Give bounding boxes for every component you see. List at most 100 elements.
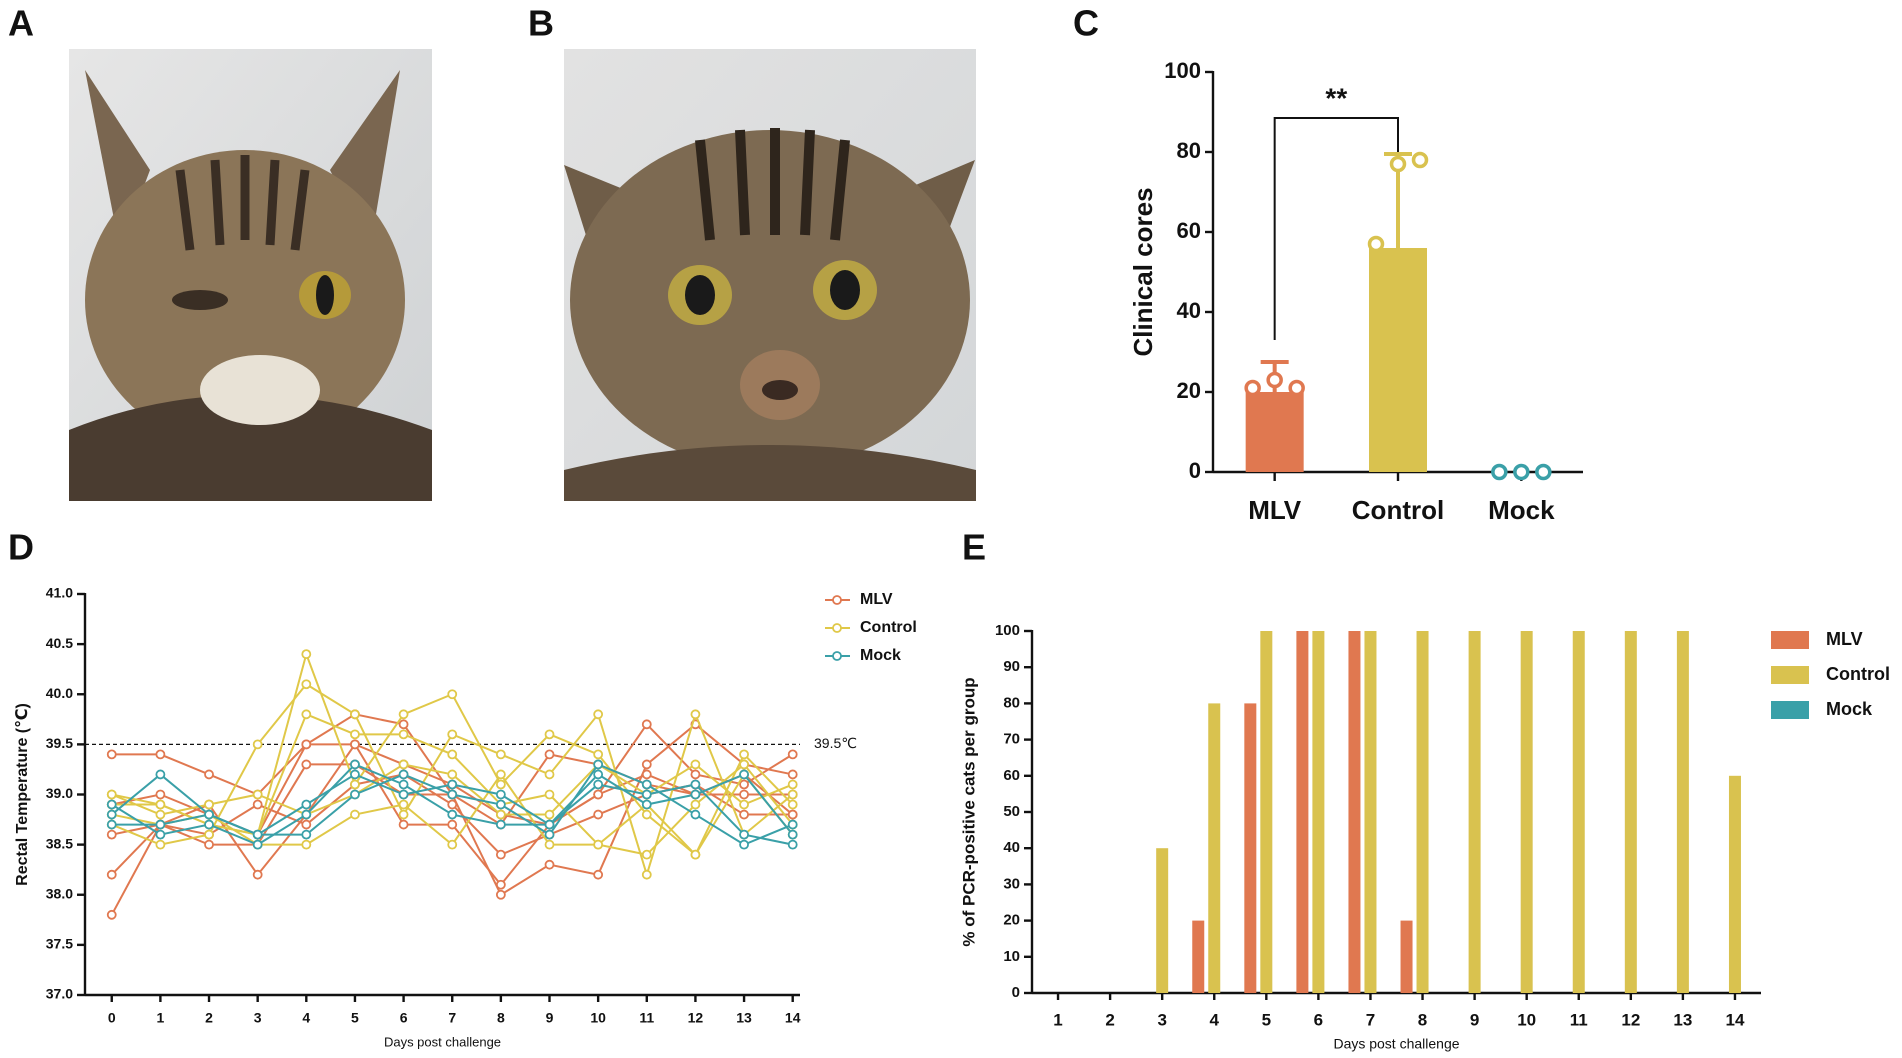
line-point [204, 839, 214, 850]
line-point [641, 869, 652, 880]
legend-label: Control [1826, 664, 1890, 684]
y-axis-label: Rectal Temperature (℃) [14, 703, 31, 886]
line-point [593, 789, 604, 800]
line-point [106, 789, 117, 800]
line-point [301, 839, 312, 850]
y-tick-label: 80 [1003, 694, 1020, 711]
line-point [155, 749, 166, 760]
line-point [593, 769, 604, 780]
line-point [106, 799, 117, 810]
line-point [106, 809, 117, 820]
line-point [739, 799, 749, 810]
data-point [1389, 155, 1407, 173]
line-point [106, 819, 117, 830]
line-point [787, 779, 798, 790]
line-point [447, 779, 458, 790]
legend-label: MLV [1826, 629, 1863, 649]
data-point [1266, 371, 1283, 389]
line-point [204, 819, 214, 830]
y-tick-label: 40 [1003, 839, 1020, 856]
x-tick-label: Mock [1488, 495, 1555, 525]
line-point [495, 819, 506, 830]
panel-label: D [8, 527, 34, 568]
line-point [690, 789, 701, 800]
line-point [398, 809, 409, 820]
line-point [495, 779, 506, 790]
line-point [593, 749, 604, 760]
line-point [739, 829, 749, 840]
line-point [301, 809, 312, 820]
line-point [398, 769, 409, 780]
x-tick-label: 3 [1157, 1010, 1166, 1029]
legend-label: Control [860, 619, 917, 636]
line-point [495, 799, 506, 810]
line-point [447, 809, 458, 820]
line-point [739, 749, 749, 760]
y-tick-label: 0 [1189, 458, 1201, 483]
line-point [155, 839, 166, 850]
significance-bracket [1273, 117, 1399, 340]
x-tick-label: 4 [302, 1010, 310, 1026]
x-tick-label: 11 [639, 1010, 654, 1026]
y-tick-label: 41.0 [46, 585, 73, 601]
line-point [301, 709, 312, 720]
x-tick-label: 5 [351, 1010, 359, 1026]
bar [1348, 631, 1361, 993]
bar [1676, 631, 1689, 993]
line-point [787, 819, 798, 830]
data-point [1288, 379, 1305, 397]
line-point [495, 809, 506, 820]
x-tick-label: 10 [1517, 1010, 1536, 1029]
line-point [350, 779, 360, 790]
y-tick-label: 60 [1177, 218, 1201, 243]
line-point [252, 839, 263, 850]
line-point [398, 719, 409, 730]
line-point [252, 829, 263, 840]
line-point [155, 819, 166, 830]
line-point [398, 779, 409, 790]
x-tick-label: 14 [1726, 1010, 1745, 1029]
x-tick-label: 2 [1105, 1010, 1114, 1029]
y-tick-label: 0 [1012, 984, 1020, 1001]
y-tick-label: 37.5 [46, 936, 73, 952]
panel-label: B [528, 3, 554, 44]
bar [1728, 775, 1741, 993]
y-tick-label: 40.5 [46, 635, 73, 651]
line-point [544, 729, 555, 740]
line-point [155, 799, 166, 810]
x-tick-label: 13 [1673, 1010, 1692, 1029]
legend-swatch [1771, 666, 1809, 684]
y-tick-label: 100 [995, 622, 1020, 639]
line-point [204, 799, 214, 810]
line-point [641, 789, 652, 800]
line-point [447, 769, 458, 780]
bar [1312, 631, 1325, 993]
bar [1364, 631, 1377, 993]
data-point [1535, 463, 1552, 481]
line-point [690, 709, 701, 720]
line-point [155, 829, 166, 840]
line-point [447, 689, 458, 700]
y-tick-label: 40 [1177, 298, 1201, 323]
y-tick-label: 30 [1003, 875, 1020, 892]
line-point [739, 759, 749, 770]
line-point [447, 819, 458, 830]
bar [1520, 631, 1533, 993]
line-point [739, 839, 749, 850]
threshold-label: 39.5℃ [814, 735, 857, 751]
y-tick-label: 40.0 [46, 685, 73, 701]
bar [1244, 703, 1257, 993]
data-point [1491, 463, 1508, 481]
y-axis-label: Clinical cores [1128, 187, 1158, 356]
bar [1400, 920, 1413, 993]
y-tick-label: 39.5 [46, 735, 73, 751]
line-point [398, 799, 409, 810]
x-tick-label: 5 [1262, 1010, 1271, 1029]
bar [1245, 392, 1304, 472]
line-point [155, 789, 166, 800]
x-tick-label: 1 [156, 1010, 164, 1026]
bar [1156, 848, 1169, 993]
line-point [593, 809, 604, 820]
x-tick-label: 9 [546, 1010, 554, 1026]
